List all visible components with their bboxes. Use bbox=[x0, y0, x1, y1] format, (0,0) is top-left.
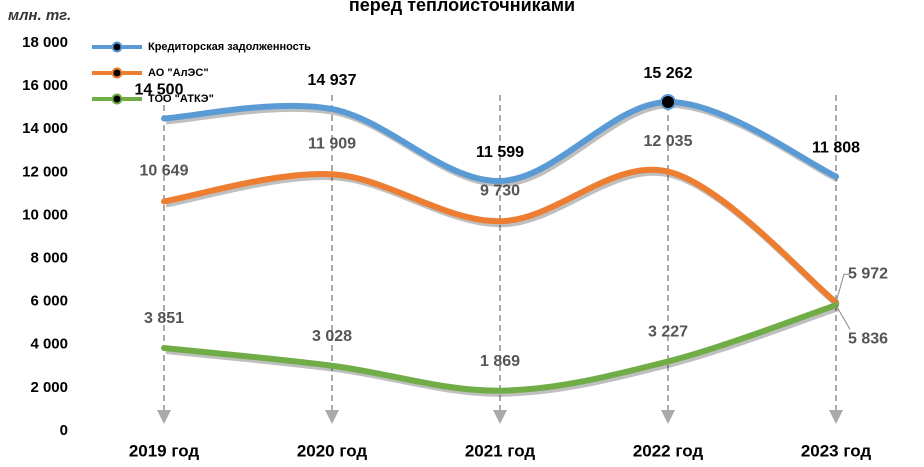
y-tick-label: 4 000 bbox=[30, 336, 68, 353]
value-label: 11 599 bbox=[476, 144, 524, 161]
series-line bbox=[161, 166, 839, 306]
chart-title: перед теплоисточниками bbox=[349, 0, 575, 15]
series-line bbox=[161, 99, 839, 184]
value-label: 3 227 bbox=[648, 324, 688, 341]
legend-label: АО "АлЭС" bbox=[148, 67, 209, 79]
legend-marker bbox=[111, 41, 123, 53]
guide-arrow bbox=[493, 410, 507, 424]
x-tick-label: 2022 год bbox=[633, 441, 704, 460]
y-tick-label: 14 000 bbox=[22, 120, 68, 137]
value-label: 14 937 bbox=[308, 72, 357, 89]
guide-arrow bbox=[325, 410, 339, 424]
value-label: 14 500 bbox=[135, 82, 184, 99]
guide-arrow bbox=[661, 410, 675, 424]
y-tick-label: 18 000 bbox=[22, 34, 68, 51]
line-shadow bbox=[165, 305, 839, 397]
y-tick-label: 8 000 bbox=[30, 250, 68, 267]
value-label: 11 808 bbox=[812, 140, 860, 157]
y-tick-label: 0 bbox=[60, 422, 68, 439]
guide-arrow bbox=[829, 410, 843, 424]
value-label: 10 649 bbox=[140, 163, 189, 180]
y-tick-label: 12 000 bbox=[22, 163, 68, 180]
series-line bbox=[161, 302, 839, 394]
legend-marker bbox=[111, 93, 123, 105]
point-marker bbox=[660, 94, 676, 111]
legend-label: ТОО "АТКЭ" bbox=[148, 93, 214, 105]
value-label: 5 836 bbox=[848, 330, 888, 347]
value-label: 3 028 bbox=[312, 328, 352, 345]
y-tick-label: 16 000 bbox=[22, 77, 68, 94]
leader-line bbox=[835, 273, 850, 303]
value-label: 1 869 bbox=[480, 353, 520, 370]
x-tick-label: 2023 год bbox=[801, 441, 872, 460]
y-tick-label: 10 000 bbox=[22, 206, 68, 223]
guide-arrow bbox=[157, 410, 171, 424]
value-label: 11 909 bbox=[308, 136, 356, 153]
x-tick-label: 2021 год bbox=[465, 441, 536, 460]
value-label: 12 035 bbox=[644, 133, 693, 150]
x-tick-label: 2020 год bbox=[297, 441, 368, 460]
value-label: 15 262 bbox=[644, 65, 693, 82]
value-label: 3 851 bbox=[144, 310, 184, 327]
legend-label: Кредиторская задолженность bbox=[148, 41, 311, 53]
y-tick-label: 6 000 bbox=[30, 293, 68, 310]
y-tick-label: 2 000 bbox=[30, 379, 68, 396]
leader-line bbox=[835, 304, 851, 330]
value-label: 5 972 bbox=[848, 265, 888, 282]
legend-marker bbox=[111, 67, 123, 79]
y-axis-label: млн. тг. bbox=[8, 7, 71, 24]
x-tick-label: 2019 год bbox=[129, 441, 200, 460]
value-label: 9 730 bbox=[480, 182, 520, 199]
